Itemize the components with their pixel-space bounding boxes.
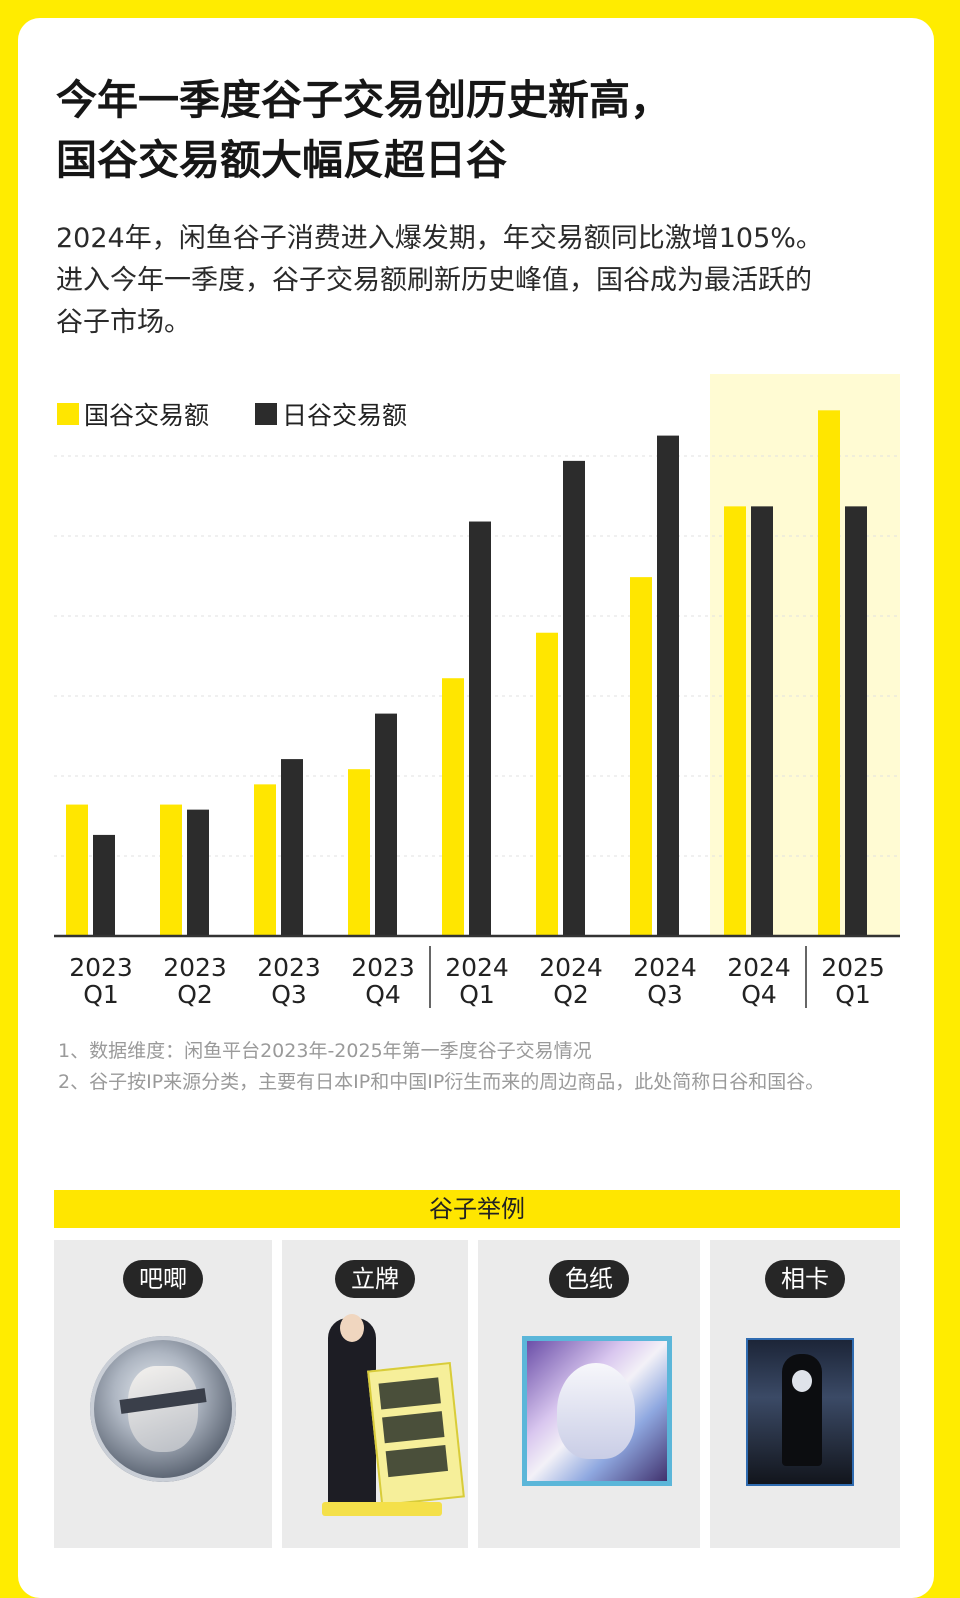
legend-swatch [57,403,79,425]
legend-label: 日谷交易额 [282,401,407,430]
bar-rigu [845,506,867,936]
legend-label: 国谷交易额 [84,401,209,430]
examples-title: 谷子举例 [54,1190,900,1228]
photo-card-icon [746,1338,854,1486]
bar-rigu [375,713,397,936]
x-tick-year: 2023 [69,953,133,982]
bar-rigu [751,506,773,936]
title-line-1: 今年一季度谷子交易创历史新高， [56,76,671,124]
x-tick-quarter: Q4 [365,980,401,1009]
example-panel-badge: 吧唧 [54,1240,272,1548]
example-label: 立牌 [335,1260,415,1298]
page-title: 今年一季度谷子交易创历史新高， 国谷交易额大幅反超日谷 [56,70,916,190]
example-label: 相卡 [765,1260,845,1298]
example-panel-shikishi: 色纸 [478,1240,700,1548]
bar-guogu [348,769,370,936]
x-tick-quarter: Q3 [647,980,683,1009]
bar-rigu [469,521,491,936]
example-panel-stand: 立牌 [282,1240,468,1548]
x-tick-year: 2023 [163,953,227,982]
bar-chart: 2023Q12023Q22023Q32023Q42024Q12024Q22024… [54,374,900,1009]
intro-paragraph: 2024年，闲鱼谷子消费进入爆发期，年交易额同比激增105%。 进入今年一季度，… [56,218,918,344]
legend-swatch [255,403,277,425]
footnotes: 1、数据维度：闲鱼平台2023年-2025年第一季度谷子交易情况 2、谷子按IP… [58,1036,908,1098]
bar-guogu [818,410,840,936]
shikishi-art-icon [522,1336,672,1486]
footnote-1: 1、数据维度：闲鱼平台2023年-2025年第一季度谷子交易情况 [58,1040,592,1062]
bar-rigu [187,809,209,936]
x-tick-quarter: Q1 [459,980,495,1009]
x-tick-quarter: Q3 [271,980,307,1009]
x-tick-quarter: Q2 [177,980,213,1009]
example-label: 色纸 [549,1260,629,1298]
intro-line-2: 进入今年一季度，谷子交易额刷新历史峰值，国谷成为最活跃的 [56,265,812,296]
x-tick-year: 2025 [821,953,885,982]
bar-guogu [254,784,276,936]
x-tick-quarter: Q4 [741,980,777,1009]
bar-guogu [160,804,182,936]
x-tick-year: 2024 [445,953,509,982]
bar-guogu [442,678,464,936]
bar-rigu [281,759,303,936]
footnote-2: 2、谷子按IP来源分类，主要有日本IP和中国IP衍生而来的周边商品，此处简称日谷… [58,1071,825,1093]
intro-line-3: 谷子市场。 [56,307,191,338]
bar-guogu [66,804,88,936]
x-tick-year: 2024 [727,953,791,982]
example-panel-photocard: 相卡 [710,1240,900,1548]
x-tick-year: 2023 [351,953,415,982]
bar-rigu [93,834,115,936]
bar-guogu [630,577,652,936]
intro-line-1: 2024年，闲鱼谷子消费进入爆发期，年交易额同比激增105%。 [56,223,823,254]
bar-guogu [724,506,746,936]
bar-guogu [536,632,558,936]
x-tick-quarter: Q1 [83,980,119,1009]
x-tick-year: 2024 [539,953,603,982]
round-badge-icon [90,1336,236,1482]
example-label: 吧唧 [123,1260,203,1298]
title-line-2: 国谷交易额大幅反超日谷 [56,136,507,184]
x-tick-quarter: Q1 [835,980,871,1009]
x-tick-quarter: Q2 [553,980,589,1009]
x-tick-year: 2024 [633,953,697,982]
bar-rigu [563,460,585,936]
x-tick-year: 2023 [257,953,321,982]
bar-rigu [657,435,679,936]
